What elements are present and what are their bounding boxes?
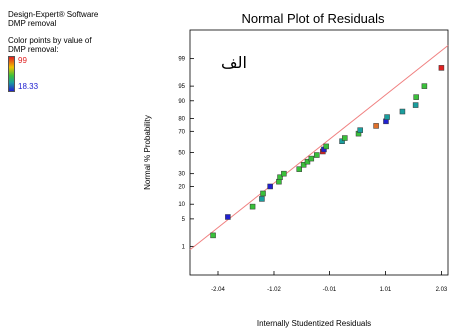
y-tick-label: 50 <box>178 151 185 157</box>
data-point <box>281 170 287 177</box>
info-panel: Design-Expert® Software DMP removal Colo… <box>8 10 98 92</box>
color-scale-bar <box>8 56 15 92</box>
software-name: Design-Expert® Software <box>8 10 99 19</box>
legend-low-value: 18.33 <box>18 82 39 91</box>
x-tick-label: 1.01 <box>380 287 392 293</box>
data-point <box>210 232 216 239</box>
data-point <box>300 162 307 168</box>
data-point <box>260 190 266 197</box>
data-point <box>225 214 231 220</box>
x-tick-label: -2.04 <box>211 287 225 293</box>
y-tick-label: 80 <box>178 117 185 123</box>
data-point <box>304 158 311 165</box>
color-note-line1: Color points by value of <box>8 36 92 45</box>
color-legend: 99 18.33 <box>8 56 98 92</box>
x-tick-label: -0.01 <box>323 287 337 293</box>
y-tick-label: 90 <box>178 99 185 105</box>
x-tick-label: 2.03 <box>436 287 448 293</box>
fit-line <box>189 45 449 251</box>
data-point <box>277 174 283 180</box>
y-tick-label: 30 <box>178 172 185 178</box>
data-point <box>323 143 329 150</box>
data-point <box>399 108 406 115</box>
data-point <box>357 127 363 133</box>
data-point <box>421 83 428 89</box>
annotation-label: الف <box>221 53 247 72</box>
data-point <box>314 152 320 158</box>
y-tick-label: 95 <box>178 84 185 90</box>
y-tick-label: 5 <box>182 217 186 223</box>
data-point <box>296 166 302 172</box>
y-tick-label: 99 <box>178 57 185 63</box>
data-point <box>342 135 348 141</box>
data-point <box>249 203 256 210</box>
y-tick-label: 20 <box>178 184 185 190</box>
data-point <box>259 196 265 202</box>
data-point <box>308 155 315 162</box>
x-axis-label: Internally Studentized Residuals <box>257 319 371 328</box>
chart-title: Normal Plot of Residuals <box>241 11 385 26</box>
legend-high-value: 99 <box>18 56 27 65</box>
response-name: DMP removal <box>8 19 57 28</box>
data-point <box>384 114 390 120</box>
y-tick-label: 10 <box>178 202 185 208</box>
data-point <box>438 65 445 71</box>
data-point <box>373 123 379 129</box>
y-axis-label: Normal % Probability <box>143 115 152 190</box>
color-note-line2: DMP removal: <box>8 45 59 54</box>
y-tick-label: 70 <box>178 129 185 135</box>
data-point <box>267 183 273 190</box>
data-point <box>413 94 419 100</box>
x-tick-label: -1.02 <box>267 287 281 293</box>
data-point <box>412 102 419 108</box>
y-tick-label: 1 <box>182 244 186 250</box>
